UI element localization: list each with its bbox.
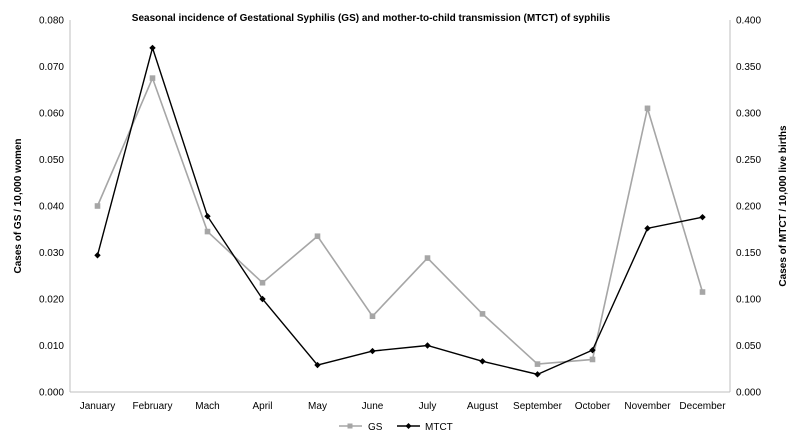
data-point-gs [644,105,651,112]
data-point-gs [369,313,376,320]
left-tick-label: 0.030 [39,248,64,259]
x-tick-label: April [252,401,272,412]
left-tick-label: 0.020 [39,295,64,306]
data-point-mtct [589,346,596,354]
x-tick-label: January [80,401,116,412]
data-point-mtct [149,44,156,52]
left-tick-label: 0.080 [39,16,64,27]
right-axis-title: Cases of MTCT / 10,000 live births [778,125,788,287]
x-tick-label: Mach [195,401,219,412]
x-tick-label: November [624,401,671,412]
right-tick-label: 0.400 [736,16,761,27]
right-tick-label: 0.200 [736,202,761,213]
left-tick-label: 0.050 [39,155,64,166]
series-line-mtct [96,45,703,376]
right-tick-label: 0.000 [736,388,761,399]
right-tick-label: 0.100 [736,295,761,306]
data-point-mtct [644,225,651,232]
data-point-mtct [94,252,101,259]
data-point-gs [149,75,156,81]
x-tick-labels: January February Mach April May June July Augus… [80,401,727,412]
left-tick-label: 0.000 [39,388,64,399]
data-point-mtct [259,295,266,303]
right-tick-label: 0.250 [736,155,761,166]
chart-title: Seasonal incidence of Gestational Syphil… [132,13,611,24]
data-point-gs [424,255,431,261]
data-point-mtct [534,371,541,378]
left-axis-title: Cases of GS / 10,000 women [13,138,24,273]
data-point-gs [259,279,266,286]
data-point-gs [479,311,486,317]
data-point-mtct [204,213,211,220]
data-point-mtct [369,347,376,355]
data-point-gs [589,356,596,363]
legend-gs-label: GS [368,422,383,433]
right-tick-label: 0.300 [736,109,761,120]
data-point-gs [314,233,321,240]
plot-area [69,20,731,393]
x-tick-label: February [132,401,172,412]
right-tick-labels: 0.000 0.050 0.100 0.150 0.200 0.250 0.300 0.350… [736,16,761,399]
legend-mtct-label: MTCT [425,422,453,433]
right-tick-label: 0.350 [736,62,761,73]
x-tick-label: May [308,401,327,412]
legend-gs-marker [347,423,353,429]
data-point-gs [699,289,706,295]
right-tick-label: 0.150 [736,248,761,259]
left-tick-label: 0.040 [39,202,64,213]
left-tick-label: 0.070 [39,62,64,73]
data-point-mtct [699,213,706,221]
left-tick-labels: 0.000 0.010 0.020 0.030 0.040 0.050 0.060 0.070… [39,16,64,399]
x-tick-label: October [575,401,611,412]
data-point-mtct [479,358,486,365]
right-tick-label: 0.050 [736,341,761,352]
x-tick-label: December [679,401,726,412]
x-tick-label: September [513,401,563,412]
series-layer [94,44,706,378]
data-point-gs [94,203,101,209]
data-point-mtct [314,361,321,369]
legend-mtct-marker [405,423,412,429]
left-tick-label: 0.010 [39,341,64,352]
left-tick-label: 0.060 [39,109,64,120]
data-point-mtct [424,342,431,349]
x-tick-label: August [467,401,498,412]
x-tick-label: June [362,401,384,412]
data-point-gs [534,361,541,367]
legend: GS MTCT [339,422,453,433]
series-line-gs [96,75,704,365]
x-tick-label: July [419,401,437,412]
data-point-gs [204,228,211,235]
